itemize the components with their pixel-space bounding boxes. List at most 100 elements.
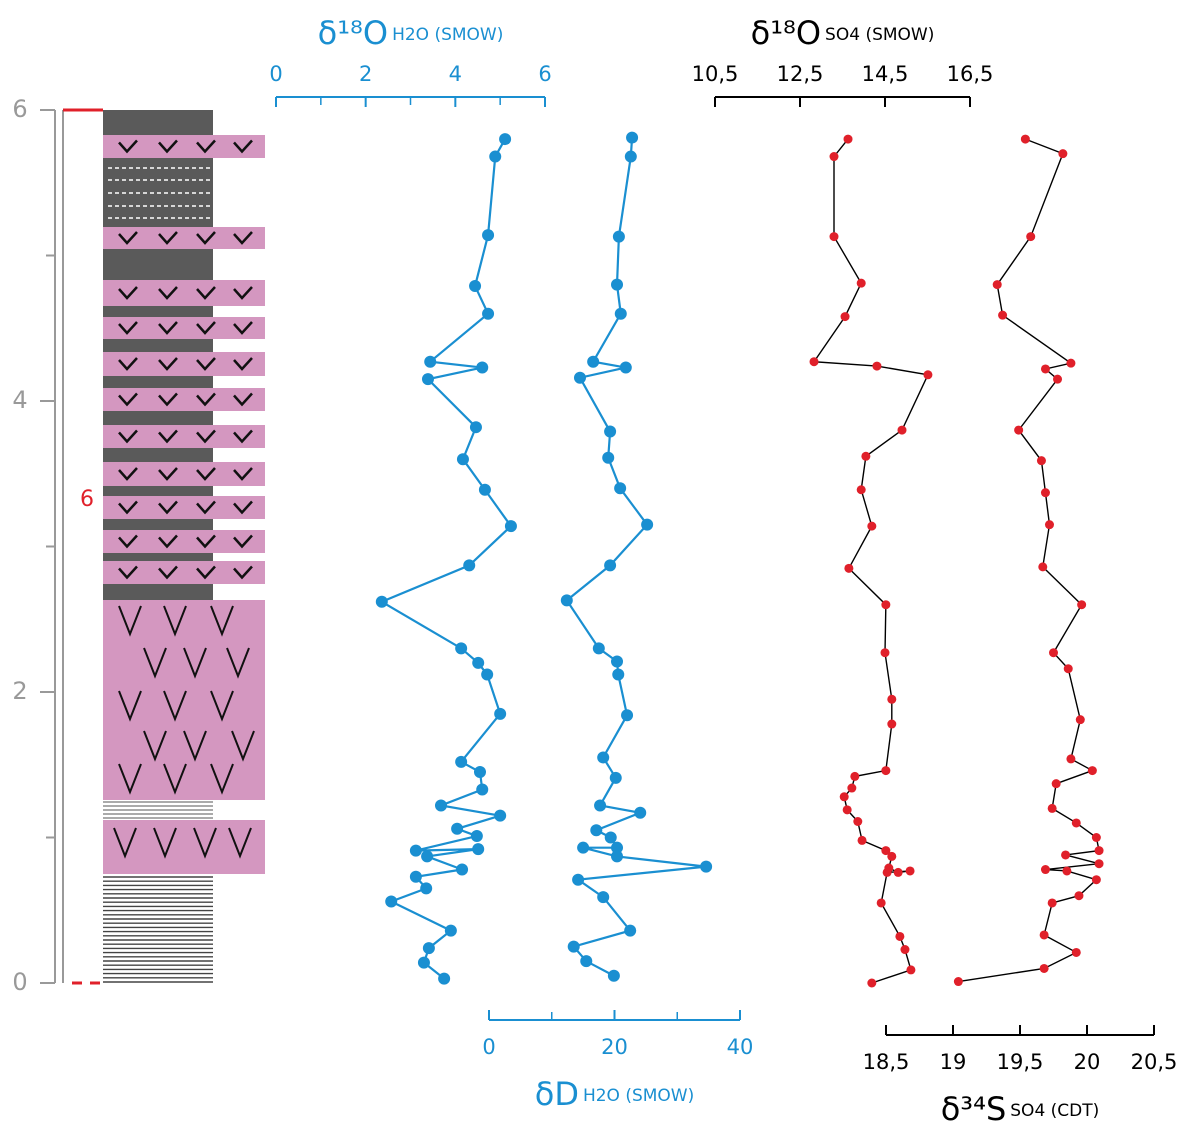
data-point [434,799,447,812]
data-point [494,707,507,720]
data-point [1075,715,1085,725]
gypsum-symbol [163,763,187,795]
data-point [1094,846,1104,856]
gypsum-symbol [210,763,234,795]
data-point [881,766,891,776]
data-point [470,830,483,843]
data-point [847,783,857,793]
data-point [481,668,494,681]
gypsum-bed [103,462,265,486]
data-point [489,150,502,163]
data-point [1020,134,1030,144]
data-point [1074,891,1084,901]
data-point [853,816,863,826]
gypsum-symbol [210,690,234,722]
data-point [444,924,457,937]
axis-title-sub: SO4 (SMOW) [825,25,934,45]
data-point [893,867,903,877]
data-point [1066,754,1076,764]
data-point [478,483,491,496]
data-point [1061,850,1071,860]
data-point [476,783,489,796]
data-point [611,278,624,291]
gypsum-symbol [158,321,178,335]
gypsum-symbol [196,534,216,549]
gypsum-symbol [118,605,142,637]
data-point [476,361,489,374]
data-point [1040,488,1050,498]
data-point [438,972,451,985]
data-point [882,867,892,877]
gypsum-symbol [196,231,216,245]
axis-title: δD H2O (SMOW) [535,1075,695,1113]
data-point [494,809,507,822]
profile-line [812,138,929,984]
data-point [385,895,398,908]
gypsum-symbol [226,647,250,679]
axis-title-sub: H2O (SMOW) [392,25,503,45]
data-point [469,421,482,434]
data-point [844,563,854,573]
unit-label: 6 [80,487,94,512]
gypsum-symbol [233,286,253,300]
data-point [1051,779,1061,789]
x-tick-label: 12,5 [777,62,824,86]
gypsum-bed [103,135,265,158]
data-point [1040,865,1050,875]
data-point [597,891,610,904]
data-point [604,559,617,572]
data-point [856,278,866,288]
data-point [809,357,819,367]
data-point [1071,947,1081,957]
data-point [1039,930,1049,940]
data-point [1094,859,1104,869]
gypsum-symbol [233,321,253,335]
gypsum-symbol [233,534,253,549]
data-point [1049,648,1058,658]
data-point [1058,149,1068,159]
data-point [573,371,586,384]
data-point [602,451,615,464]
data-point [842,805,852,815]
data-point [455,642,468,655]
gypsum-symbol [118,534,138,549]
profile-line [958,138,1100,983]
data-point [998,310,1008,320]
x-tick-label: 40 [727,1035,754,1059]
data-point [597,751,610,764]
gypsum-bed [103,317,265,339]
data-point [587,355,600,368]
x-tick-label: 16,5 [947,62,994,86]
data-point [829,232,839,242]
gypsum-bed [103,227,265,249]
gypsum-symbol [233,392,253,407]
gypsum-symbol [196,139,216,154]
axis-title-sub: H2O (SMOW) [583,1086,694,1106]
gypsum-bed [103,425,265,448]
data-point [1038,562,1048,572]
data-point [604,425,617,438]
gypsum-symbol [183,647,207,679]
data-point [611,841,624,854]
data-point [612,668,625,681]
gypsum-symbol [118,467,138,481]
gypsum-symbol [233,565,253,580]
gypsum-symbol [158,357,178,371]
data-point [580,955,593,968]
data-point [612,230,625,243]
gypsum-bed [103,820,265,874]
data-point [451,822,464,835]
data-point [887,694,897,704]
data-point [463,559,476,572]
gypsum-symbol [196,392,216,407]
data-point [887,719,897,729]
gypsum-symbol [118,321,138,335]
gypsum-bed [103,561,265,584]
data-point [469,280,482,293]
gypsum-symbol [158,392,178,407]
data-point [900,945,910,955]
data-point [867,521,877,531]
gypsum-symbol [113,827,137,859]
gypsum-symbol [231,730,255,762]
gypsum-symbol [158,429,178,444]
